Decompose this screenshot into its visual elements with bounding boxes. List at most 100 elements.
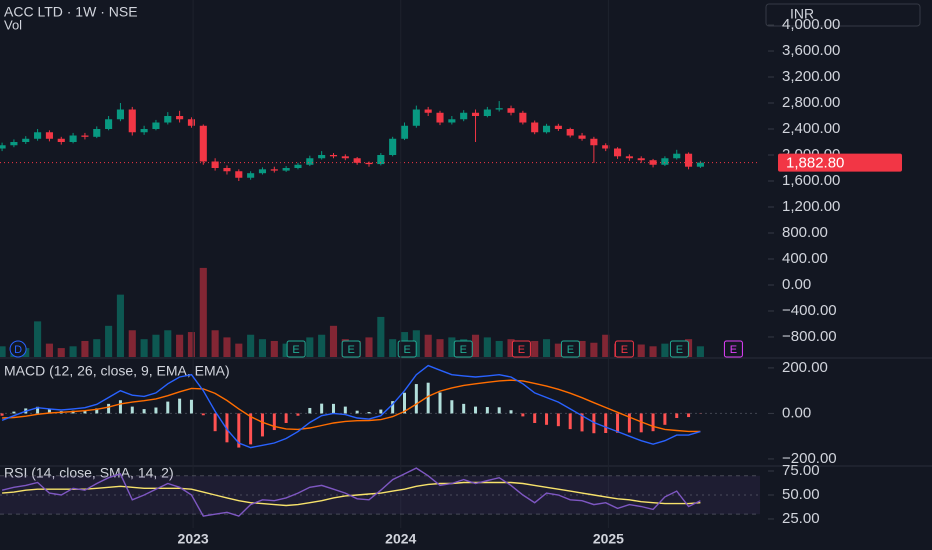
volume-bar [554, 343, 562, 357]
histogram-bar [438, 392, 442, 414]
volume-bar [81, 340, 89, 357]
histogram-bar [0, 413, 4, 416]
candle-body [519, 112, 527, 123]
volume-bar [389, 339, 397, 357]
y-tick-label: 200.00 [782, 359, 828, 376]
y-tick-label: 25.00 [782, 510, 820, 527]
candle-body [93, 129, 101, 137]
event-label: E [676, 344, 683, 356]
histogram-bar [462, 403, 466, 414]
candle-body [566, 129, 574, 136]
volume-bar [649, 346, 657, 357]
histogram-bar [296, 413, 300, 416]
histogram-bar [426, 382, 430, 414]
event-label: D [14, 344, 22, 356]
histogram-bar [604, 413, 608, 434]
event-label: E [621, 344, 628, 356]
candle-body [22, 138, 30, 143]
volume-bar [696, 346, 704, 357]
currency: INR [790, 6, 814, 22]
y-tick-label: 1,600.00 [782, 172, 840, 189]
volume-bar [199, 267, 207, 357]
candle-body [554, 125, 562, 130]
histogram-bar [592, 413, 596, 434]
y-tick-label: 4,000.00 [782, 16, 840, 33]
candle-body [448, 119, 456, 123]
y-tick-label: 2,800.00 [782, 94, 840, 111]
volume-bar [661, 343, 669, 357]
volume-bar [365, 337, 373, 357]
volume-bar [69, 346, 77, 357]
volume-bar [436, 339, 444, 357]
earnings-marker [560, 340, 580, 358]
histogram-bar [556, 413, 560, 427]
volume-bar [211, 330, 219, 357]
histogram-bar [616, 413, 620, 433]
histogram-bar [580, 413, 584, 432]
y-tick-label: 3,600.00 [782, 42, 840, 59]
volume-bar [105, 325, 113, 357]
candle-body [270, 169, 278, 171]
y-tick-label: 3,200.00 [782, 68, 840, 85]
earnings-marker [286, 340, 306, 358]
histogram-bar [36, 406, 40, 414]
histogram-bar [639, 413, 643, 433]
event-label: E [567, 344, 574, 356]
candle-body [685, 153, 693, 167]
macd-macd-line [1, 364, 701, 449]
y-tick-label: 75.00 [782, 462, 820, 479]
candle-body [282, 168, 290, 171]
volume-bar [45, 343, 53, 357]
earnings-marker [453, 340, 473, 358]
candle-body [34, 132, 42, 139]
candle-body [424, 109, 432, 113]
candle-body [341, 156, 349, 159]
histogram-bar [142, 409, 146, 414]
volume-bar [507, 339, 515, 357]
histogram-bar [178, 398, 182, 414]
candle-body [578, 135, 586, 139]
volume-bar [128, 330, 136, 357]
histogram-bar [249, 413, 253, 445]
symbol-title: ACC LTD · 1W · NSE [4, 4, 138, 20]
volume-bar [187, 332, 196, 357]
candle-body [625, 156, 633, 159]
histogram-bar [521, 413, 525, 417]
y-tick-label: 800.00 [782, 224, 828, 241]
histogram-bar [107, 403, 111, 414]
volume-bar [57, 348, 65, 357]
rsi-rsi-line [1, 467, 701, 517]
candle-body [57, 138, 65, 143]
candle-body [306, 158, 314, 165]
candle-body [164, 116, 172, 123]
currency-box[interactable] [765, 3, 921, 27]
rsi-title: RSI (14, close, SMA, 14, 2) [4, 465, 174, 481]
x-tick-label: 2025 [593, 531, 624, 547]
histogram-bar [166, 401, 170, 414]
histogram-bar [450, 400, 454, 414]
volume-bar [637, 344, 645, 357]
candle-body [0, 145, 6, 149]
histogram-bar [343, 406, 347, 414]
earnings-marker [511, 340, 531, 358]
candle-body [365, 162, 373, 165]
histogram-bar [284, 413, 288, 423]
histogram-bar [687, 413, 691, 418]
candle-body [614, 148, 622, 157]
volume-bar [483, 337, 491, 357]
candle-body [211, 161, 219, 169]
y-tick-label: −200.00 [782, 450, 837, 467]
volume-bar [329, 325, 338, 357]
volume-bar [471, 334, 480, 357]
histogram-bar [355, 410, 359, 414]
x-tick-label: 2023 [178, 531, 209, 547]
histogram-bar [331, 403, 335, 414]
histogram-bar [403, 392, 407, 414]
candle-body [152, 122, 160, 130]
histogram-bar [189, 399, 193, 414]
last-price-label: 1,882.80 [786, 155, 844, 172]
candle-body [81, 135, 89, 137]
earnings-marker [669, 340, 689, 358]
candle-body [637, 158, 645, 161]
